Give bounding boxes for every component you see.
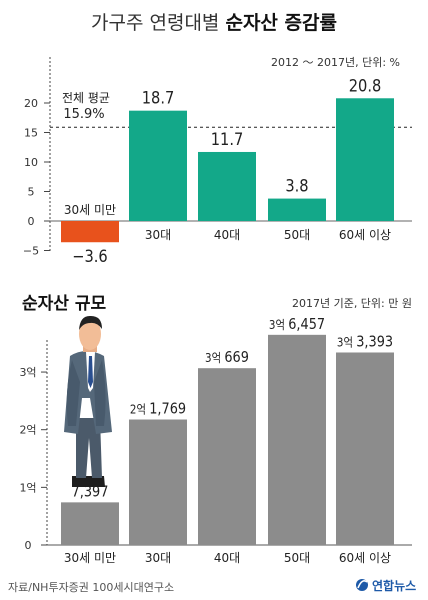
bar-growth: [336, 98, 394, 221]
right-arm-icon: [94, 360, 106, 426]
bar-net-assets: [198, 368, 256, 545]
value-label-prefix: 3억: [269, 318, 288, 332]
section-title-net-assets: 순자산 규모: [22, 294, 106, 314]
hair-icon: [79, 315, 102, 330]
value-label-prefix: 3억: [205, 351, 224, 365]
category-label-net-assets: 60세 이상: [339, 551, 391, 565]
businessman-illustration: [64, 315, 112, 487]
value-label-net-assets: 3억 3,393: [337, 334, 393, 351]
value-label-net-assets: 3억 6,457: [269, 316, 325, 333]
y-tick-label-net-assets: 0: [25, 539, 32, 552]
category-label-growth: 30대: [145, 228, 171, 242]
unit-note-net-assets: 2017년 기준, 단위: 만 원: [292, 297, 412, 310]
y-tick-label-net-assets: 3억: [19, 366, 36, 379]
average-value: 15.9%: [63, 107, 104, 122]
y-tick-label-growth: 20: [24, 97, 38, 110]
bar-growth: [268, 198, 326, 221]
average-label: 전체 평균: [62, 91, 110, 105]
y-tick-label-growth: 5: [28, 186, 35, 199]
value-label-main: 6,457: [288, 316, 325, 333]
value-label-growth: 20.8: [349, 75, 382, 95]
y-tick-label-net-assets: 2억: [19, 424, 36, 437]
value-label-main: 7,397: [72, 483, 109, 500]
logo-mark-icon: [356, 579, 368, 591]
page-title: 가구주 연령대별 순자산 증감률: [91, 12, 337, 34]
category-label-net-assets: 30대: [145, 551, 171, 565]
shoes-icon: [72, 476, 105, 487]
tie-icon: [88, 356, 93, 388]
category-label-growth: 30세 미만: [64, 203, 116, 217]
value-label-main: 1,769: [149, 401, 186, 418]
category-label-net-assets: 30세 미만: [64, 551, 116, 565]
category-label-net-assets: 50대: [284, 551, 310, 565]
value-label-net-assets: 7,397: [72, 483, 109, 500]
head-icon: [79, 318, 101, 350]
value-label-prefix: 2억: [130, 403, 149, 417]
y-tick-label-growth: −5: [23, 245, 39, 258]
value-label-growth: −3.6: [72, 246, 107, 266]
value-label-growth: 3.8: [285, 175, 308, 195]
y-tick-label-growth: 15: [24, 127, 38, 140]
y-tick-label-growth: 10: [24, 156, 38, 169]
left-arm-icon: [66, 360, 80, 426]
source-note: 자료/NH투자증권 100세시대연구소: [8, 581, 174, 594]
category-label-growth: 50대: [284, 228, 310, 242]
logo-swoosh-icon: [357, 580, 368, 589]
yonhap-logo: 연합뉴스: [356, 578, 416, 593]
y-tick-label-net-assets: 1억: [19, 481, 36, 494]
trousers-icon: [76, 418, 102, 478]
value-label-main: 3,393: [356, 334, 393, 351]
value-label-net-assets: 3억 669: [205, 349, 249, 366]
category-label-growth: 60세 이상: [339, 228, 391, 242]
value-label-prefix: 3억: [337, 336, 356, 350]
bar-net-assets: [268, 334, 326, 545]
bar-net-assets: [129, 419, 187, 545]
bar-growth: [61, 221, 119, 243]
category-label-net-assets: 40대: [214, 551, 240, 565]
y-tick-label-growth: 0: [28, 215, 35, 228]
bar-net-assets: [61, 502, 119, 545]
bar-net-assets: [336, 352, 394, 545]
logo-text: 연합뉴스: [372, 578, 416, 593]
value-label-growth: 11.7: [211, 129, 244, 149]
category-label-growth: 40대: [214, 228, 240, 242]
bar-growth: [198, 151, 256, 221]
unit-note-growth: 2012 ～ 2017년, 단위: %: [271, 56, 400, 69]
bar-growth: [129, 110, 187, 221]
value-label-growth: 18.7: [142, 88, 175, 108]
value-label-main: 669: [224, 349, 249, 366]
value-label-net-assets: 2억 1,769: [130, 401, 186, 418]
